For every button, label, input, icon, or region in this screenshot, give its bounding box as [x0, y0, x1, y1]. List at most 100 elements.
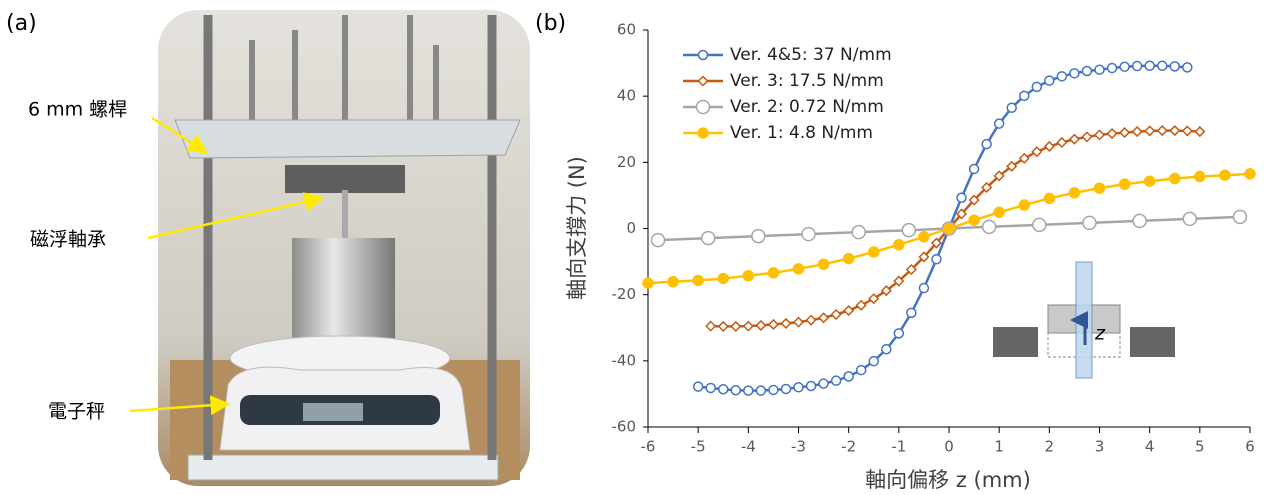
marker [1056, 136, 1068, 149]
marker [1082, 215, 1097, 231]
series-line [698, 64, 1188, 392]
x-tick-label: -6 [641, 438, 656, 456]
marker [1056, 71, 1068, 82]
marker [1143, 175, 1156, 187]
marker [1156, 125, 1168, 137]
photo-label: 電子秤 [48, 401, 105, 423]
marker [718, 384, 729, 395]
marker [1131, 126, 1143, 138]
marker [1018, 152, 1030, 164]
y-tick-label: 40 [617, 87, 636, 105]
marker [893, 328, 905, 339]
marker [755, 385, 767, 396]
marker [1044, 75, 1055, 86]
marker [730, 320, 742, 332]
marker [1006, 102, 1017, 113]
marker [1043, 140, 1055, 153]
panel-label: (b) [535, 11, 566, 36]
marker [642, 277, 654, 289]
marker [893, 238, 905, 251]
marker [1043, 192, 1056, 205]
marker [1119, 126, 1131, 139]
marker [1119, 61, 1130, 72]
marker [792, 263, 805, 275]
marker [1131, 60, 1143, 72]
marker [695, 99, 711, 115]
marker [767, 318, 779, 331]
y-tick-label: -40 [612, 351, 637, 369]
photo-label: 6 mm 螺桿 [28, 99, 127, 121]
x-tick-label: 6 [1245, 438, 1255, 456]
marker [1018, 199, 1030, 211]
marker [968, 163, 980, 175]
marker [930, 237, 943, 249]
marker [780, 317, 792, 330]
marker [1144, 60, 1155, 71]
marker [880, 285, 892, 297]
marker [751, 228, 766, 244]
legend-label: Ver. 4&5: 37 N/mm [730, 45, 892, 65]
marker [818, 312, 830, 324]
marker [1106, 62, 1118, 74]
marker [1081, 131, 1093, 143]
y-tick-label: 20 [617, 153, 636, 171]
marker [843, 304, 855, 317]
marker [705, 320, 717, 332]
legend-label: Ver. 2: 0.72 N/mm [730, 97, 884, 117]
marker [993, 206, 1005, 219]
marker [842, 252, 855, 265]
x-tick-label: 5 [1195, 438, 1205, 456]
marker [730, 385, 742, 396]
marker [1244, 168, 1256, 180]
marker [868, 246, 880, 258]
marker [851, 224, 866, 240]
marker [705, 382, 716, 394]
marker [905, 263, 917, 276]
marker [767, 267, 780, 279]
marker [993, 170, 1005, 182]
marker [1169, 125, 1181, 137]
marker [830, 375, 842, 386]
arrow [129, 395, 231, 416]
marker [981, 138, 992, 150]
marker [1144, 125, 1156, 137]
marker [968, 194, 980, 206]
x-tick-label: 1 [994, 438, 1004, 456]
marker [1032, 217, 1047, 233]
inset [993, 261, 1175, 379]
marker [1169, 61, 1180, 72]
marker [1156, 60, 1168, 71]
marker [1094, 64, 1105, 75]
marker [697, 127, 709, 139]
marker [1181, 125, 1193, 137]
marker [1031, 81, 1043, 93]
x-tick-label: -3 [791, 438, 806, 456]
y-tick-label: 60 [617, 21, 636, 39]
marker [1219, 169, 1231, 181]
marker [981, 181, 993, 194]
marker [881, 344, 892, 355]
marker [700, 230, 716, 246]
marker [805, 380, 817, 392]
x-tick-label: -1 [891, 438, 906, 456]
marker [906, 307, 917, 319]
marker [830, 308, 842, 321]
marker [717, 272, 729, 285]
marker [1194, 170, 1206, 183]
inset-label: z [1094, 323, 1106, 345]
marker [805, 314, 817, 326]
x-tick-label: 0 [944, 438, 954, 456]
series-line [710, 129, 1200, 328]
arrow [151, 116, 209, 154]
x-tick-label: -2 [841, 438, 856, 456]
x-tick-label: 2 [1045, 438, 1055, 456]
legend-label: Ver. 3: 17.5 N/mm [730, 71, 884, 91]
photo-label: 磁浮軸承 [30, 229, 106, 251]
marker [1232, 209, 1248, 225]
marker [931, 254, 942, 265]
marker [1194, 126, 1206, 138]
marker [1006, 160, 1018, 172]
marker [943, 222, 955, 235]
